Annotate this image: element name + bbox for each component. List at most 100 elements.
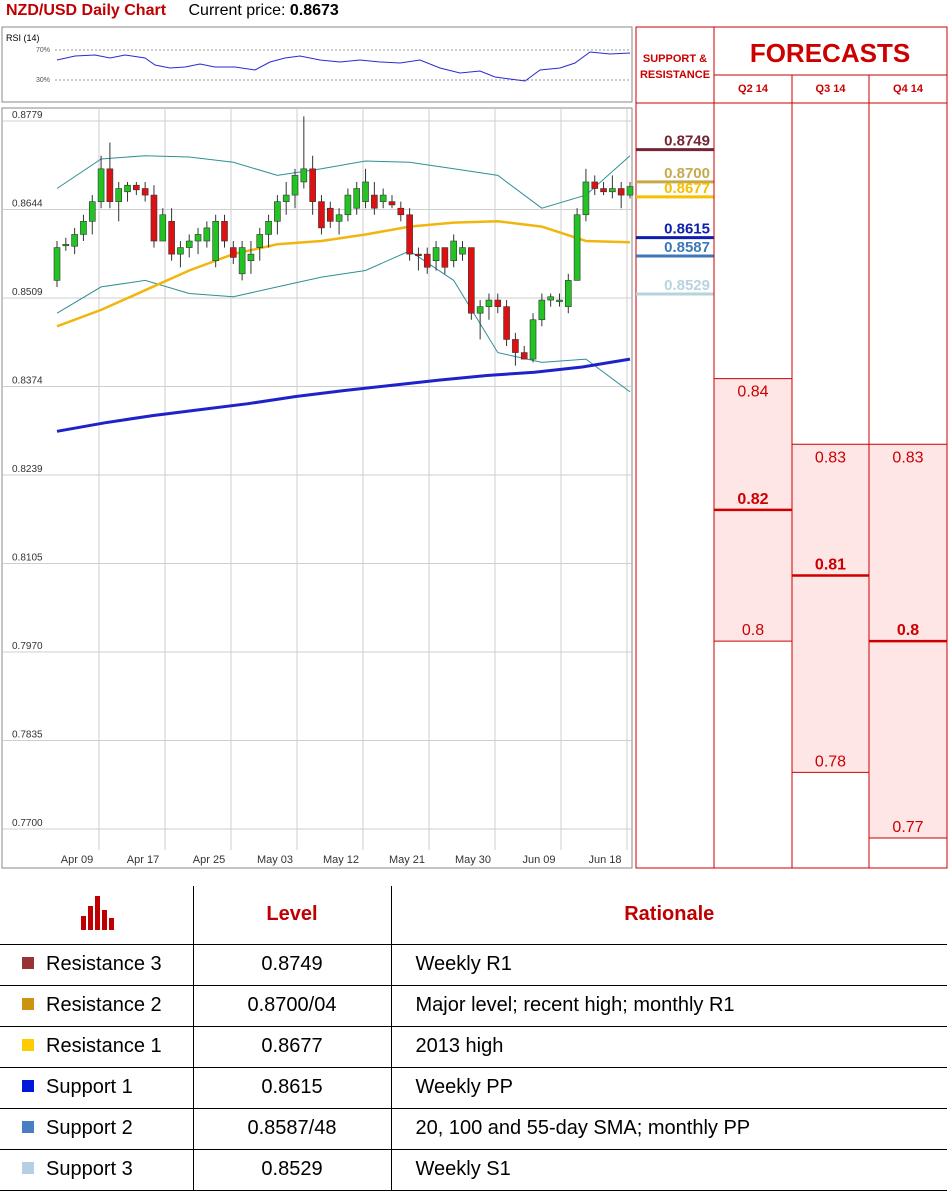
y-tick-label: 0.7835 <box>12 730 43 741</box>
candle-down <box>318 201 325 229</box>
candle-up <box>362 181 369 202</box>
current-price-value: 0.8673 <box>289 2 339 19</box>
candle-up <box>124 184 131 193</box>
candle-up <box>212 221 219 261</box>
bollinger-lower <box>56 250 631 393</box>
candle-up <box>626 186 634 196</box>
rsi-line <box>56 51 631 82</box>
sr-level-label: 0.8587 <box>664 239 710 256</box>
sr-level-label: 0.8700 <box>664 165 710 182</box>
bollinger-upper <box>56 155 631 209</box>
levels-table-header: Level Rationale <box>0 886 947 945</box>
candle-down <box>133 184 140 191</box>
table-row: Resistance 1 0.8677 2013 high <box>0 1025 947 1068</box>
levels-table: Level Rationale Resistance 3 0.8749 Weekly… <box>0 886 947 1191</box>
row-rationale: Weekly R1 <box>390 943 947 986</box>
forecast-low-label: 0.77 <box>892 819 923 836</box>
candle-up <box>379 194 387 202</box>
sr-level-label: 0.8529 <box>664 277 710 294</box>
row-name: Support 2 <box>46 1117 133 1139</box>
forecast-mid-label: 0.8 <box>897 622 919 639</box>
chart-title: NZD/USD Daily Chart <box>6 2 167 19</box>
current-price-label: Current price: <box>188 2 286 19</box>
candle-up <box>609 188 616 193</box>
row-name-cell: Support 2 <box>0 1107 193 1150</box>
candle-up <box>450 240 457 261</box>
candle-up <box>564 280 572 307</box>
candle-down <box>468 247 475 314</box>
levels-table-area: Level Rationale Resistance 3 0.8749 Weekly… <box>0 886 952 1195</box>
candle-up <box>291 175 299 196</box>
candle-up <box>529 319 537 360</box>
y-tick-label: 0.8509 <box>12 287 43 298</box>
candle-down <box>221 221 228 242</box>
row-name-cell: Support 1 <box>0 1066 193 1109</box>
color-swatch-icon <box>22 1079 34 1092</box>
sr-level-label: 0.8615 <box>664 221 710 238</box>
candle-up <box>185 240 193 248</box>
candle-down <box>406 214 413 255</box>
candle-up <box>344 194 352 216</box>
row-name-cell: Resistance 3 <box>0 943 193 986</box>
candle-up <box>238 247 246 275</box>
bar-chart-icon <box>81 895 115 930</box>
candle-up <box>274 201 281 222</box>
candle-down <box>423 253 431 268</box>
sma-blue <box>56 357 631 433</box>
rsi-panel <box>1 26 633 103</box>
chart-header: NZD/USD Daily Chart Current price: 0.867… <box>6 0 339 24</box>
y-tick-label: 0.8239 <box>12 464 43 475</box>
candle-up <box>432 247 440 261</box>
candle-up <box>300 168 308 183</box>
candle-down <box>397 207 405 216</box>
y-tick-label: 0.8105 <box>12 553 43 564</box>
row-rationale: Major level; recent high; monthly R1 <box>390 984 947 1027</box>
row-rationale: Weekly S1 <box>390 1148 947 1191</box>
candle-up <box>547 296 554 301</box>
sma-yellow <box>56 220 631 328</box>
color-swatch-icon <box>22 1161 34 1174</box>
forecast-quarter-label: Q3 14 <box>816 83 847 95</box>
candle-down <box>309 168 316 202</box>
candle-down <box>441 247 449 268</box>
forecast-high-label: 0.83 <box>892 449 923 466</box>
forecast-low-label: 0.8 <box>742 622 764 639</box>
forecast-mid-label: 0.82 <box>737 491 768 508</box>
candle-down <box>106 168 114 202</box>
candle-down <box>591 181 599 189</box>
candle-up <box>62 243 70 247</box>
x-axis: Apr 09 Apr 17 Apr 25 May 03 May 12 May 21 May … <box>61 854 622 866</box>
candle-down <box>326 207 334 222</box>
price-panel <box>1 107 633 869</box>
sr-heading-line1: SUPPORT & <box>643 53 707 65</box>
row-name-cell: Support 3 <box>0 1148 193 1191</box>
candle-up <box>265 221 272 235</box>
candle-up <box>485 299 493 307</box>
x-tick-label: Apr 25 <box>193 854 225 866</box>
table-row: Support 1 0.8615 Weekly PP <box>0 1066 947 1109</box>
x-tick-label: Jun 09 <box>522 854 555 866</box>
y-tick-label: 0.8644 <box>12 199 43 210</box>
row-level: 0.8749 <box>192 943 391 986</box>
candle-down <box>600 188 607 193</box>
candles <box>53 116 634 366</box>
candle-up <box>353 188 361 209</box>
candle-up <box>203 227 211 242</box>
candle-up <box>159 214 167 242</box>
x-tick-label: May 12 <box>323 854 359 866</box>
y-axis: 0.8779 0.8644 0.8509 0.8374 0.8239 0.8105 0.79… <box>12 110 43 829</box>
x-tick-label: Apr 17 <box>127 854 159 866</box>
candle-up <box>97 168 105 202</box>
forecasts-title: FORECASTS <box>750 38 910 68</box>
row-rationale: 20, 100 and 55-day SMA; monthly PP <box>390 1107 947 1150</box>
y-tick-label: 0.8779 <box>12 110 43 121</box>
candle-down <box>415 253 422 256</box>
x-tick-label: May 03 <box>257 854 293 866</box>
color-swatch-icon <box>22 956 34 969</box>
forecast-high-label: 0.84 <box>737 384 768 401</box>
color-swatch-icon <box>22 1038 34 1051</box>
table-row: Resistance 2 0.8700/04 Major level; recent… <box>0 984 947 1027</box>
sr-level-label: 0.8749 <box>664 133 710 150</box>
candle-down <box>520 352 528 360</box>
row-level: 0.8587/48 <box>192 1107 391 1150</box>
